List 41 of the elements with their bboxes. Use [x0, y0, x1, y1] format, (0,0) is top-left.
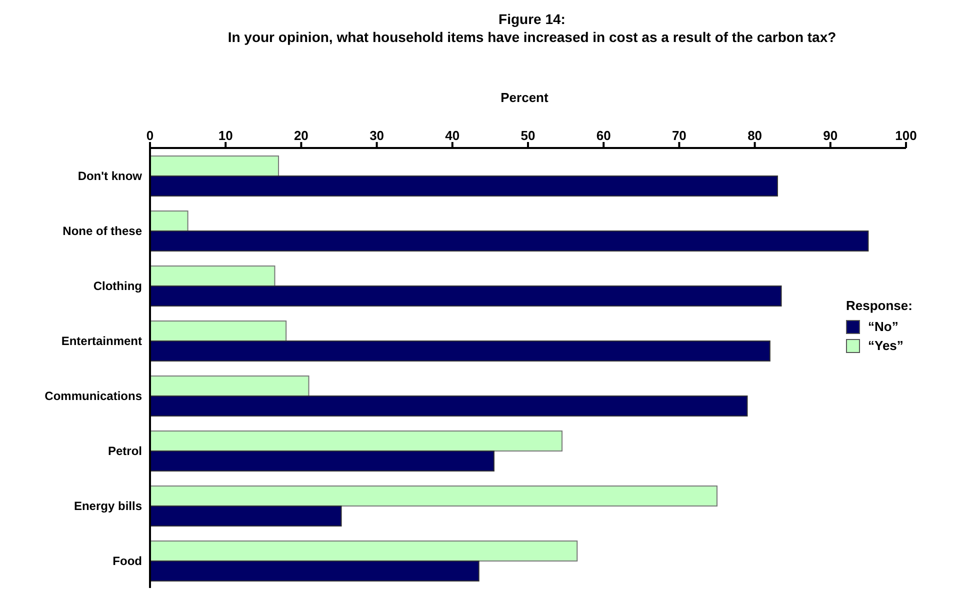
x-tick-label: 20	[294, 128, 308, 143]
bar	[150, 506, 342, 526]
bar	[150, 430, 563, 452]
y-tick-label: None of these	[62, 224, 142, 238]
chart-subtitle: In your opinion, what household items have increased in cost as a result of the carbon tax?	[226, 28, 838, 46]
y-tick-label: Clothing	[93, 278, 142, 293]
x-tick-label: 30	[370, 128, 384, 143]
x-tick-label: 70	[672, 128, 686, 143]
bar	[150, 286, 782, 306]
x-tick-label: 100	[895, 128, 917, 143]
bar	[150, 486, 718, 506]
bar	[150, 540, 578, 562]
legend-label: “Yes”	[868, 338, 904, 353]
bar	[150, 560, 480, 582]
bar	[150, 156, 280, 176]
x-tick-label: 80	[748, 128, 762, 143]
y-tick-label: Entertainment	[61, 334, 142, 348]
bar	[150, 376, 310, 396]
y-tick-label: Don't know	[78, 168, 143, 183]
x-tick-label: 40	[445, 128, 460, 143]
y-tick-label: Petrol	[108, 444, 142, 458]
bar	[150, 210, 188, 232]
bar	[150, 340, 770, 362]
x-tick-label: 10	[218, 128, 233, 143]
bar	[150, 320, 287, 342]
chart-title: Figure 14:	[498, 10, 566, 28]
x-tick-label: 0	[146, 128, 154, 143]
y-tick-label: Food	[112, 554, 142, 568]
x-tick-label: 90	[823, 128, 838, 143]
bar	[150, 450, 494, 472]
x-tick-label: 60	[596, 128, 611, 143]
y-tick-label: Energy bills	[74, 498, 142, 513]
legend-label: “No”	[868, 319, 898, 334]
bar	[150, 396, 748, 416]
bar	[150, 176, 778, 196]
bar	[150, 266, 276, 286]
y-tick-label: Communications	[44, 388, 142, 403]
bar	[150, 230, 869, 252]
x-axis-title: Percent	[500, 90, 550, 105]
x-tick-label: 50	[520, 128, 536, 143]
legend-title: Response:	[846, 298, 912, 313]
